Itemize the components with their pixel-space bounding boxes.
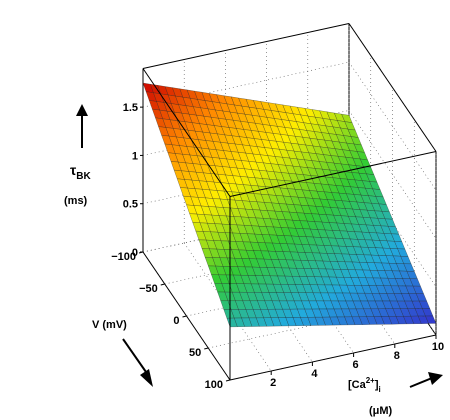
v-tick-mark xyxy=(160,283,165,286)
grid-line-z-right xyxy=(348,158,437,287)
box-edge-top-front xyxy=(229,151,437,198)
box-edge-back-top xyxy=(142,23,350,70)
ca-axis-label-close: ] xyxy=(375,379,379,391)
ca-tick-label: 10 xyxy=(432,341,444,353)
z-axis-label-main: τ xyxy=(70,162,77,178)
v-tick-label: 50 xyxy=(189,347,201,359)
ca-axis-unit: (μM) xyxy=(369,405,393,417)
z-axis-label: τBK xyxy=(70,162,91,182)
ca-axis-label-sup: 2+ xyxy=(366,376,375,385)
surface-layer xyxy=(142,82,437,328)
ca-axis-label-sub: i xyxy=(379,385,381,394)
z-axis-unit: (ms) xyxy=(64,195,88,207)
v-tick-label: −100 xyxy=(111,251,136,263)
ca-tick-label: 4 xyxy=(311,368,318,380)
ca-tick-label: 6 xyxy=(353,359,359,371)
v-tick-mark xyxy=(225,379,231,382)
grid-line-ca-floor xyxy=(225,233,313,363)
ca-axis-arrowhead xyxy=(428,372,443,385)
box-edge-right-top xyxy=(348,23,437,152)
ca-axis-label: [Ca2+]i xyxy=(348,376,381,394)
box-edge-top-left xyxy=(142,68,231,197)
v-tick-mark xyxy=(204,347,209,350)
grid-line-ca-floor xyxy=(266,224,354,354)
ca-axis-label-main: [Ca xyxy=(348,379,367,391)
v-axis-arrow xyxy=(122,338,147,373)
v-axis-label: V (mV) xyxy=(92,319,127,331)
grid-line-z-right xyxy=(348,61,437,191)
ca-tick-label: 2 xyxy=(270,377,276,389)
ca-axis-arrow xyxy=(409,377,433,388)
v-tick-label: 0 xyxy=(173,315,179,327)
grid-line-ca-floor xyxy=(183,242,272,372)
ca-tick-label: 8 xyxy=(394,350,400,362)
v-tick-label: −50 xyxy=(139,283,158,295)
z-tick-label: 0.5 xyxy=(123,199,138,211)
surface-cell xyxy=(425,315,437,324)
z-axis-arrowhead xyxy=(76,104,88,116)
v-tick-label: 100 xyxy=(205,379,223,391)
z-axis-label-sub: BK xyxy=(76,171,91,182)
v-tick-mark xyxy=(138,251,144,254)
tick-labels: 0 0.5 1 1.5 −100 −50 0 50 100 2 4 6 8 10 xyxy=(111,102,444,391)
box-edge-front-right xyxy=(229,334,437,381)
v-tick-mark xyxy=(182,315,187,318)
z-tick-label: 1 xyxy=(132,150,138,162)
v-axis-arrowhead xyxy=(140,369,153,387)
z-tick-label: 1.5 xyxy=(123,102,138,114)
grid-line-z-right xyxy=(348,110,437,239)
z-tick-label: 0 xyxy=(132,247,138,259)
